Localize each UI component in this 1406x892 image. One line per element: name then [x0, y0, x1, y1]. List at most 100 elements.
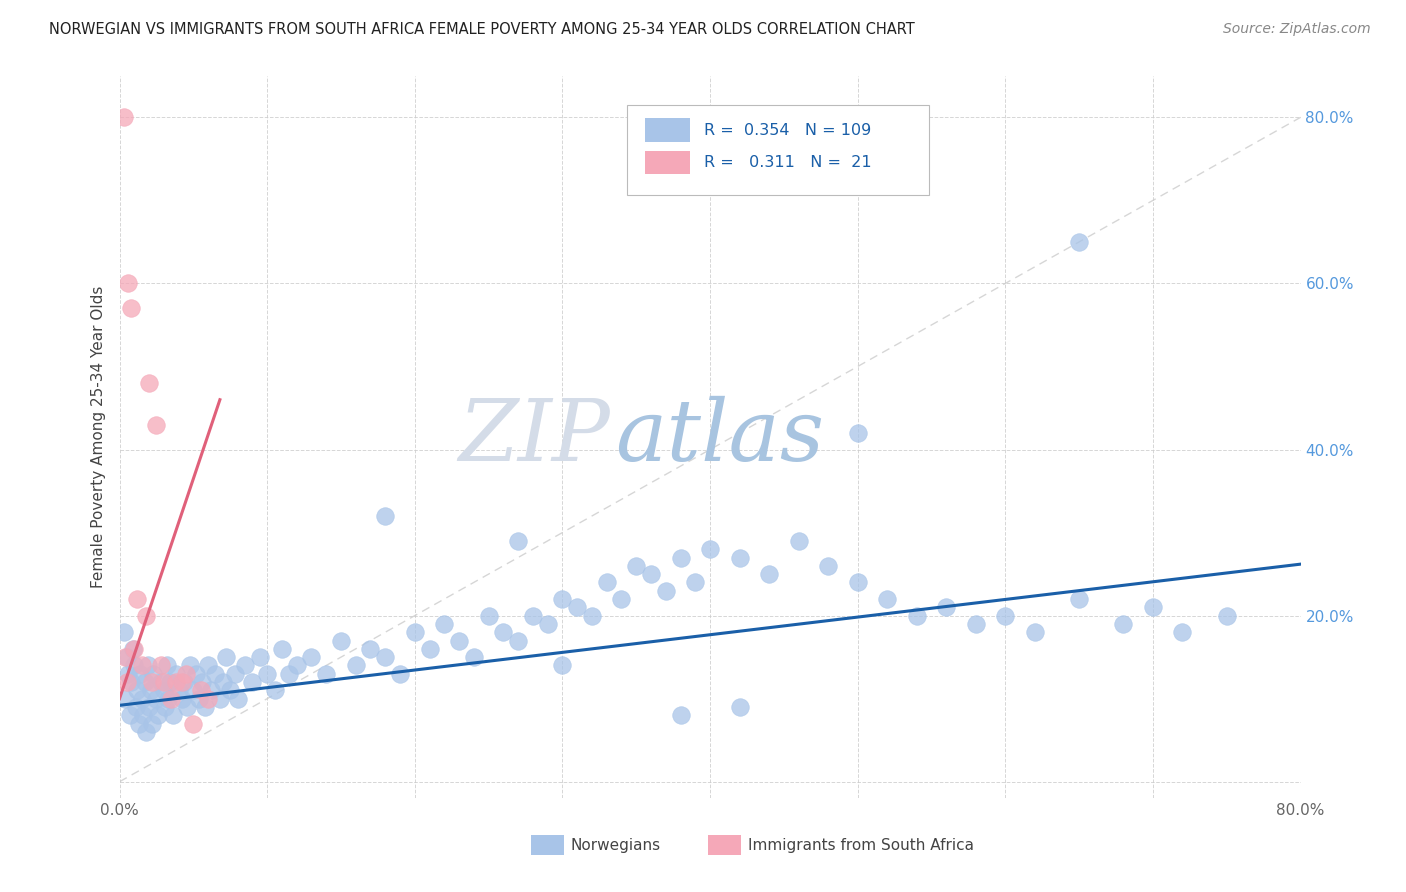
- Point: [117, 277, 139, 291]
- Point: [419, 641, 441, 656]
- Point: [120, 301, 142, 316]
- Point: [846, 575, 869, 590]
- Point: [1112, 616, 1135, 631]
- Text: Norwegians: Norwegians: [571, 838, 661, 853]
- FancyBboxPatch shape: [627, 104, 928, 195]
- Point: [758, 567, 780, 582]
- Point: [132, 708, 155, 723]
- Point: [112, 625, 135, 640]
- Point: [536, 616, 558, 631]
- Point: [125, 700, 148, 714]
- Point: [846, 425, 869, 440]
- Point: [179, 658, 201, 673]
- Point: [115, 650, 138, 665]
- Point: [965, 616, 987, 631]
- Point: [188, 691, 211, 706]
- Point: [149, 658, 172, 673]
- Point: [683, 575, 706, 590]
- Text: Source: ZipAtlas.com: Source: ZipAtlas.com: [1223, 22, 1371, 37]
- FancyBboxPatch shape: [707, 835, 741, 855]
- Point: [344, 658, 367, 673]
- Point: [186, 666, 208, 681]
- Point: [156, 658, 179, 673]
- Point: [463, 650, 485, 665]
- Point: [315, 666, 337, 681]
- Point: [134, 675, 156, 690]
- Point: [655, 583, 678, 598]
- Point: [817, 558, 839, 573]
- Point: [141, 716, 163, 731]
- Point: [191, 675, 214, 690]
- Point: [565, 600, 589, 615]
- Point: [135, 608, 157, 623]
- Point: [522, 608, 544, 623]
- Point: [1069, 235, 1091, 249]
- Point: [124, 641, 146, 656]
- Point: [204, 666, 226, 681]
- Point: [127, 683, 149, 698]
- Point: [551, 592, 574, 607]
- Text: R =  0.354   N = 109: R = 0.354 N = 109: [704, 122, 872, 137]
- Point: [301, 650, 323, 665]
- Point: [728, 700, 751, 714]
- Text: atlas: atlas: [616, 396, 825, 478]
- Point: [208, 691, 231, 706]
- Point: [596, 575, 619, 590]
- Point: [170, 675, 193, 690]
- Point: [374, 650, 396, 665]
- Point: [256, 666, 278, 681]
- Point: [506, 633, 529, 648]
- Point: [117, 666, 139, 681]
- Point: [492, 625, 515, 640]
- Point: [112, 111, 135, 125]
- Point: [153, 683, 174, 698]
- Text: Immigrants from South Africa: Immigrants from South Africa: [748, 838, 974, 853]
- Point: [121, 641, 143, 656]
- Point: [215, 650, 238, 665]
- Point: [226, 691, 249, 706]
- Point: [1171, 625, 1194, 640]
- FancyBboxPatch shape: [530, 835, 564, 855]
- Y-axis label: Female Poverty Among 25-34 Year Olds: Female Poverty Among 25-34 Year Olds: [91, 286, 107, 588]
- Point: [176, 700, 198, 714]
- Point: [404, 625, 426, 640]
- Point: [787, 533, 810, 548]
- Point: [131, 658, 153, 673]
- Point: [197, 691, 219, 706]
- Point: [905, 608, 928, 623]
- Point: [174, 666, 197, 681]
- Point: [190, 683, 212, 698]
- Point: [131, 691, 153, 706]
- Point: [115, 675, 138, 690]
- Point: [249, 650, 271, 665]
- Point: [388, 666, 412, 681]
- Point: [581, 608, 603, 623]
- Point: [145, 417, 167, 432]
- Point: [285, 658, 308, 673]
- FancyBboxPatch shape: [645, 119, 690, 142]
- FancyBboxPatch shape: [645, 151, 690, 174]
- Point: [1069, 592, 1091, 607]
- Point: [127, 592, 149, 607]
- Point: [876, 592, 898, 607]
- Point: [1024, 625, 1046, 640]
- Point: [551, 658, 574, 673]
- Point: [167, 683, 190, 698]
- Point: [278, 666, 301, 681]
- Point: [162, 708, 184, 723]
- Point: [935, 600, 957, 615]
- Point: [433, 616, 456, 631]
- Point: [506, 533, 529, 548]
- Point: [114, 691, 136, 706]
- Point: [118, 708, 141, 723]
- Point: [165, 675, 187, 690]
- Point: [149, 675, 172, 690]
- Text: R =   0.311   N =  21: R = 0.311 N = 21: [704, 155, 872, 170]
- Point: [114, 650, 136, 665]
- Point: [139, 683, 162, 698]
- Point: [669, 550, 692, 565]
- Point: [157, 691, 180, 706]
- Point: [477, 608, 501, 623]
- Point: [270, 641, 294, 656]
- Point: [211, 675, 233, 690]
